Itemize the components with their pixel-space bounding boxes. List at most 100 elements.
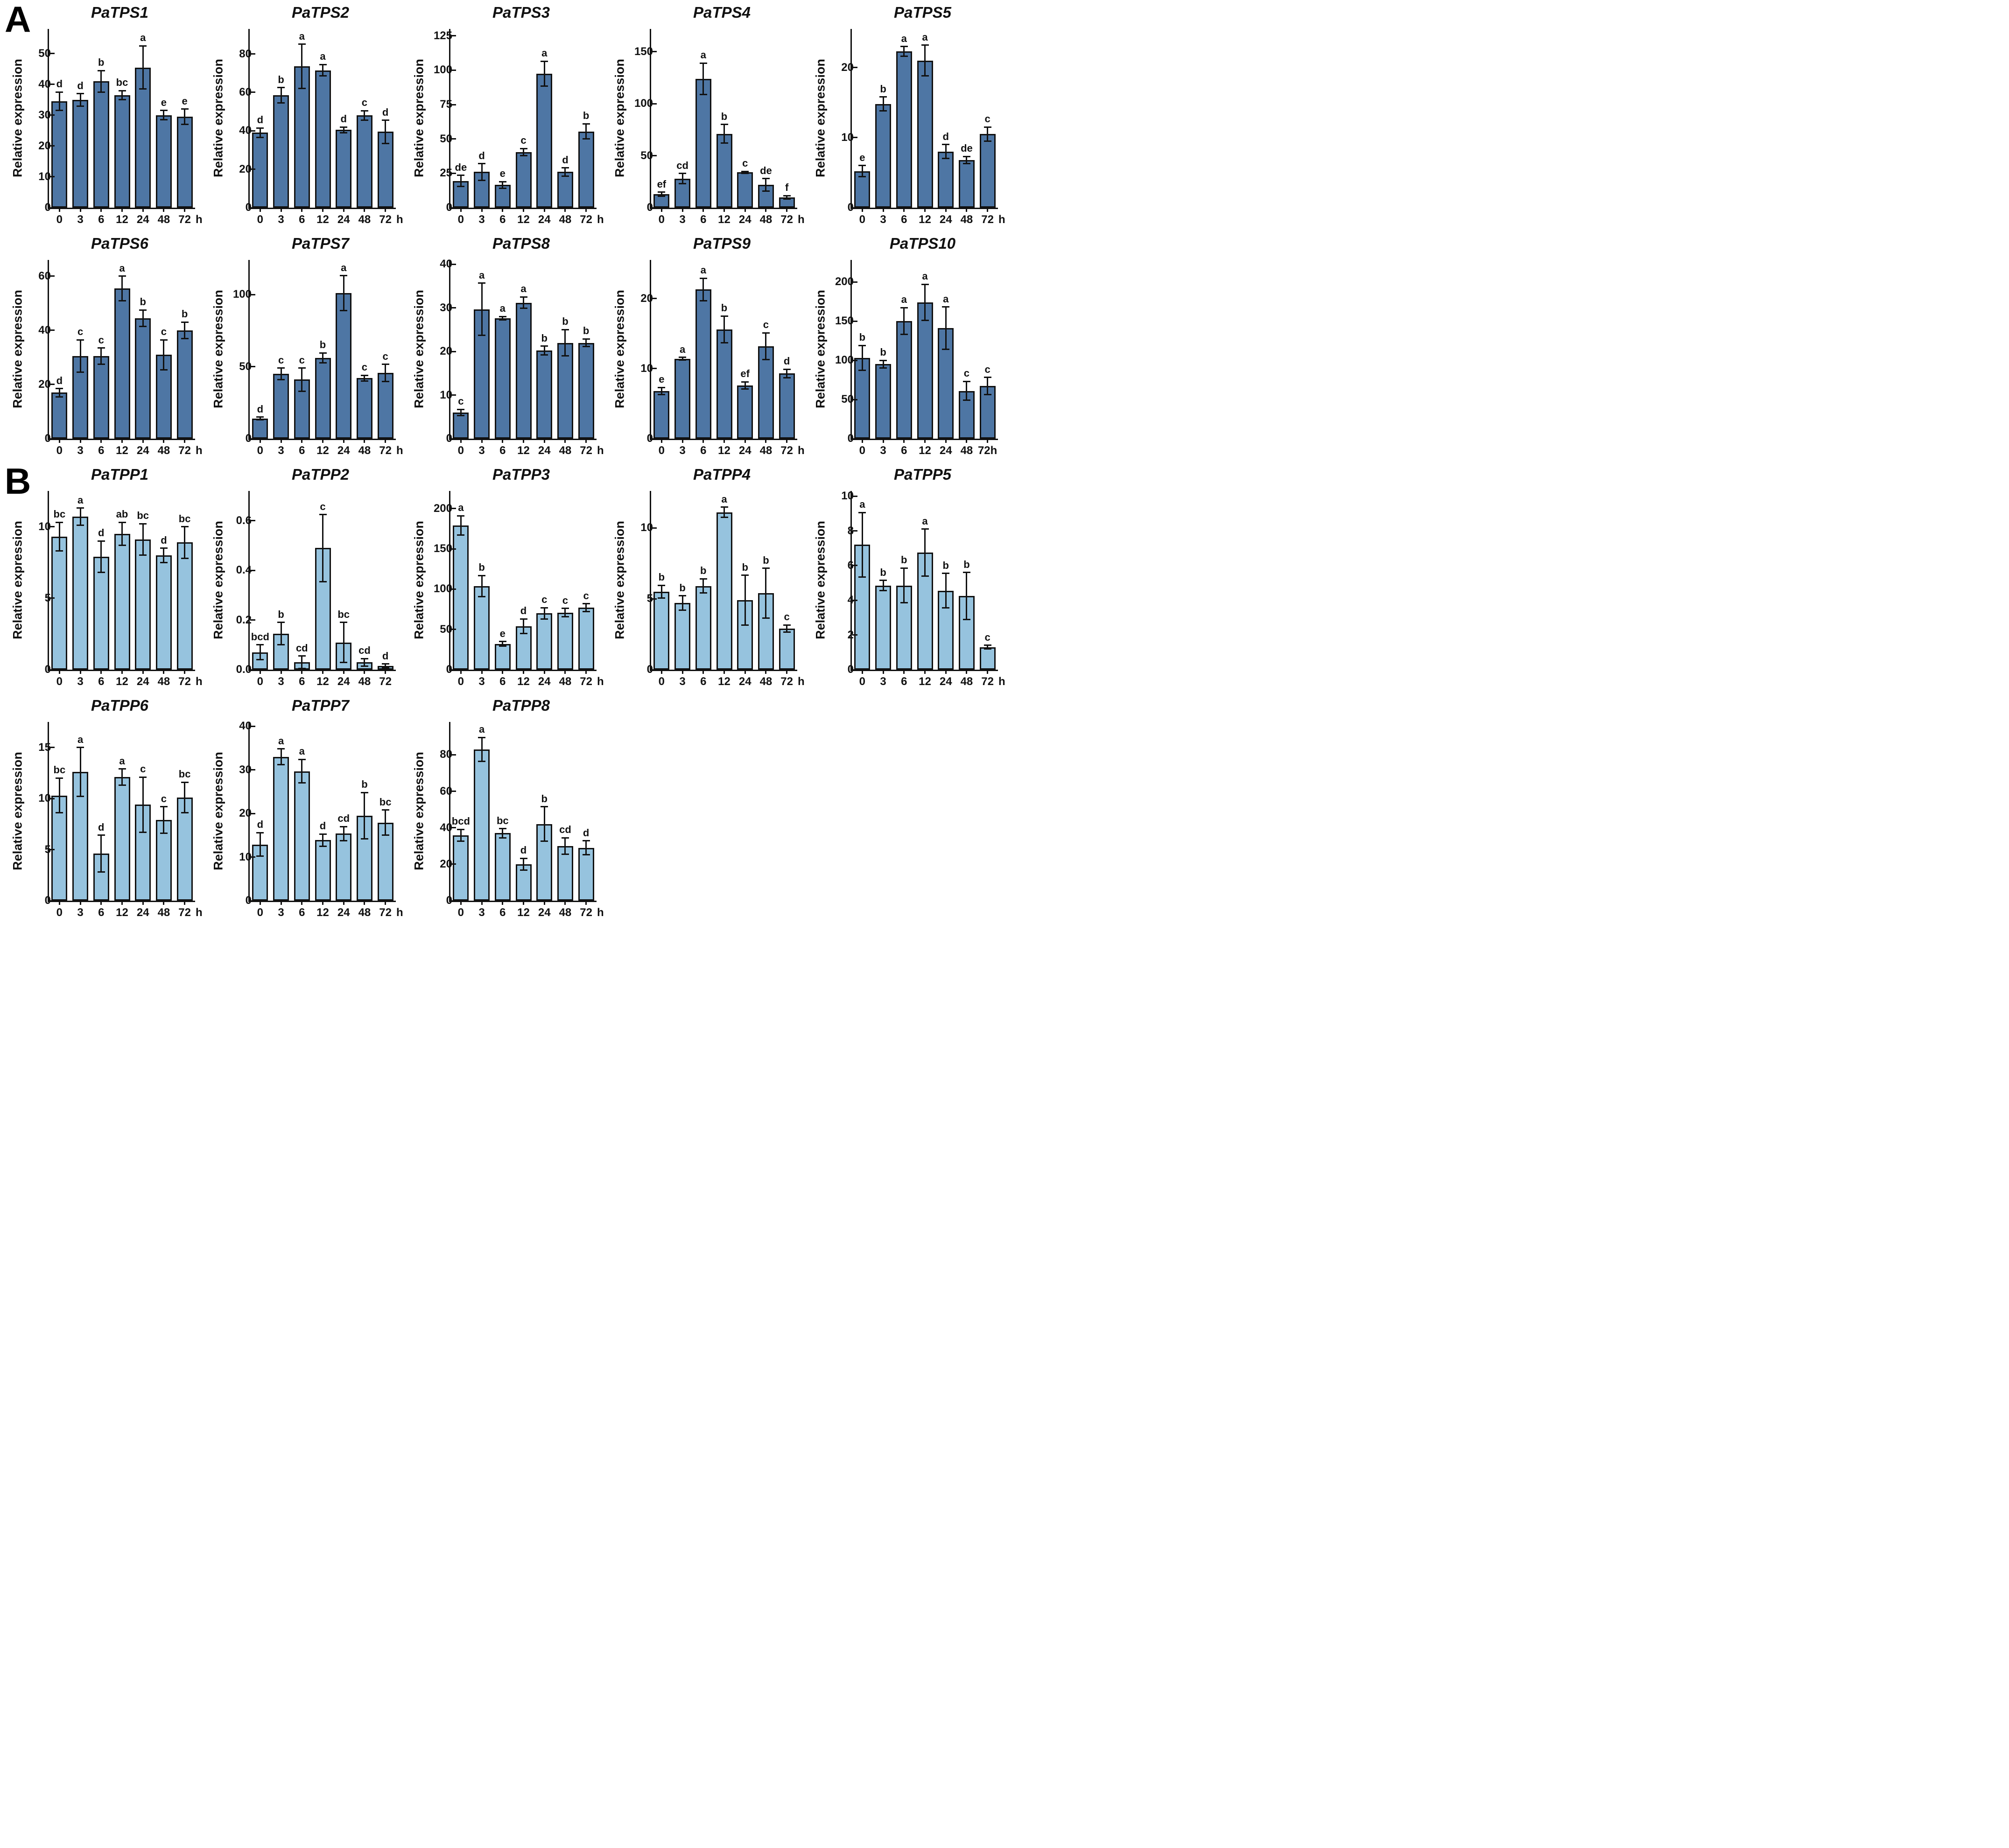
error-bar-cap <box>118 544 126 546</box>
bar-72 <box>578 343 594 439</box>
bar-12 <box>315 70 331 208</box>
y-tick-label: 40 <box>239 720 252 733</box>
error-bar-cap <box>699 300 707 301</box>
error-bar <box>681 173 683 184</box>
x-tick-label: 6 <box>499 444 506 457</box>
error-bar-cap <box>520 857 527 859</box>
x-tick-mark <box>184 901 186 905</box>
x-tick-mark <box>987 439 989 443</box>
x-tick-mark <box>163 439 165 443</box>
y-tick-mark <box>852 207 857 209</box>
bar-48 <box>155 115 172 208</box>
x-tick-label: 72 <box>379 675 392 688</box>
error-bar-cap <box>256 137 264 139</box>
bar-0 <box>252 133 268 208</box>
plot-area: de 0 d 3 e 6 c 12 a 24 d 48 b 72 h <box>449 29 604 226</box>
error-bar-cap <box>983 394 991 396</box>
x-tick-mark <box>184 439 186 443</box>
bar-24 <box>336 293 352 439</box>
error-bar-cap <box>900 567 908 569</box>
x-tick-mark <box>163 901 165 905</box>
significance-letter: d <box>340 113 347 125</box>
error-bar-cap <box>160 561 168 563</box>
chart-PaTPP5: PaTPP5 Relative expression a 0 b 3 b 6 a 12 b 24 b 48… <box>803 462 1005 693</box>
error-bar <box>882 360 884 368</box>
bar-24 <box>336 130 352 208</box>
x-tick-label: 6 <box>98 444 105 457</box>
chart-title: PaTPP4 <box>693 466 751 483</box>
error-bar <box>184 322 186 339</box>
error-bar <box>79 340 81 372</box>
figure-gene-expression: A B PaTPS1 Relative expression d 0 d 3 b 6 bc 12 a… <box>0 0 1005 924</box>
x-tick-mark <box>765 439 767 443</box>
bar-3 <box>72 772 89 901</box>
x-tick-mark <box>724 208 725 212</box>
x-tick-label: 3 <box>77 213 84 226</box>
x-tick-label: 12 <box>919 444 931 457</box>
x-tick-mark <box>322 901 323 905</box>
x-tick-mark <box>882 208 884 212</box>
significance-letter: c <box>320 500 326 512</box>
x-tick-mark <box>460 439 462 443</box>
error-bar-cap <box>900 46 908 48</box>
y-tick-label: 10 <box>440 388 452 401</box>
error-bar-cap <box>360 119 368 121</box>
error-bar-cap <box>499 645 506 647</box>
error-bar-cap <box>256 832 264 833</box>
significance-letter: e <box>859 151 865 163</box>
error-bar-cap <box>340 126 348 128</box>
error-bar-cap <box>699 592 707 594</box>
y-tick-mark <box>250 168 255 170</box>
y-tick-label: 0 <box>245 894 252 907</box>
x-tick-label: 12 <box>116 444 128 457</box>
x-tick-label: 24 <box>538 675 551 688</box>
y-tick-label: 0 <box>446 663 452 676</box>
x-tick-label: 72h <box>977 444 997 457</box>
y-tick-mark <box>49 53 55 55</box>
significance-letter: a <box>922 515 928 527</box>
y-tick-label: 15 <box>38 741 51 754</box>
significance-letter: d <box>942 130 949 142</box>
x-tick-label: 12 <box>517 444 530 457</box>
plot-area: b 0 b 3 a 6 a 12 a 24 c 48 c 72h <box>850 260 998 457</box>
chart-PaTPS7: PaTPS7 Relative expression d 0 c 3 c 6 b 12 a 24 c 48… <box>201 231 403 462</box>
significance-letter: a <box>700 264 706 276</box>
error-bar-cap <box>741 574 749 576</box>
x-tick-label: 12 <box>116 213 128 226</box>
error-bar-cap <box>541 345 548 347</box>
error-bar <box>702 63 704 95</box>
y-tick-label: 200 <box>835 275 854 288</box>
x-tick-label: 3 <box>278 444 284 457</box>
plot-area: d 0 b 3 a 6 a 12 d 24 c 48 d 72 h <box>248 29 403 226</box>
error-bar-cap <box>541 60 548 62</box>
bar-3 <box>273 756 289 901</box>
bar-3 <box>273 95 289 208</box>
error-bar <box>924 284 926 321</box>
y-tick-label: 10 <box>640 362 653 375</box>
y-tick-label: 10 <box>38 170 51 183</box>
error-bar-cap <box>277 622 285 623</box>
error-bar-cap <box>139 88 147 90</box>
x-tick-mark <box>259 670 261 674</box>
error-bar-cap <box>340 622 348 623</box>
error-bar-cap <box>783 377 791 378</box>
significance-letter: b <box>880 346 886 358</box>
x-tick-mark <box>924 208 926 212</box>
error-bar-cap <box>457 414 465 416</box>
error-bar <box>121 276 123 301</box>
error-bar <box>100 541 102 573</box>
error-bar-cap <box>499 181 506 182</box>
y-tick-mark <box>652 51 657 53</box>
significance-letter: c <box>299 354 305 366</box>
error-bar-cap <box>478 335 486 336</box>
error-bar-cap <box>942 349 950 350</box>
bar-0 <box>653 591 670 670</box>
x-tick-label: 48 <box>358 444 371 457</box>
error-bar-cap <box>582 138 590 140</box>
y-tick-mark <box>852 399 857 400</box>
y-tick-mark <box>451 791 456 792</box>
error-bar-cap <box>720 142 728 144</box>
x-tick-label: 24 <box>337 444 350 457</box>
significance-letter: c <box>161 792 167 805</box>
y-tick-label: 100 <box>634 97 653 110</box>
